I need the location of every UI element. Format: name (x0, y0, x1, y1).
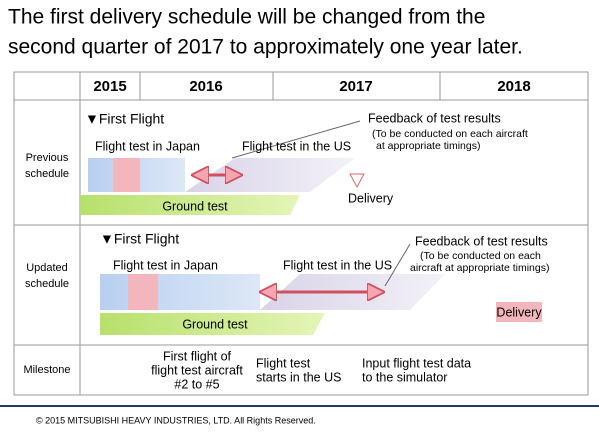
year: 2015 (93, 78, 126, 95)
year: 2016 (189, 78, 222, 95)
note: aircraft at appropriate timings) (410, 262, 549, 274)
leader (384, 243, 411, 287)
milestone: to the simulator (362, 370, 447, 384)
note: (To be conducted on each aircraft (372, 128, 528, 140)
milestone: starts in the US (256, 370, 341, 384)
label: Delivery (496, 305, 542, 319)
label: Feedback of test results (415, 234, 548, 248)
first-flight: ▼First Flight (100, 231, 179, 247)
ground-test-bar (100, 313, 325, 335)
label: Flight test in the US (283, 258, 392, 272)
milestone: flight test aircraft (151, 363, 243, 377)
note: (To be conducted on each (420, 250, 541, 262)
leader (231, 120, 361, 159)
label: Flight test in Japan (113, 258, 218, 272)
label: Feedback of test results (368, 111, 501, 125)
milestone: Flight test (256, 356, 311, 370)
label: Ground test (182, 317, 248, 331)
label: Ground test (162, 199, 228, 213)
label: Flight test in the US (242, 139, 351, 153)
row-label: schedule (25, 278, 69, 290)
copyright: © 2015 MITSUBISHI HEAVY INDUSTRIES, LTD.… (36, 415, 316, 425)
row-label: schedule (25, 168, 69, 180)
delivery-marker (349, 173, 365, 189)
pink-segment (128, 274, 158, 310)
milestone: #2 to #5 (174, 377, 219, 391)
milestone: Input flight test data (362, 356, 471, 370)
row-label: Previous (26, 152, 69, 164)
japan-test-bar (100, 274, 260, 310)
year: 2018 (497, 78, 530, 95)
milestone: First flight of (163, 349, 232, 363)
year: 2017 (339, 78, 372, 95)
title: second quarter of 2017 to approximately … (8, 36, 523, 59)
title: The first delivery schedule will be chan… (8, 6, 485, 29)
row-label: Updated (26, 262, 68, 274)
label: Flight test in Japan (95, 139, 200, 153)
delivery-box (496, 302, 542, 322)
ground-test-bar (80, 195, 300, 215)
pink-segment (113, 158, 140, 192)
first-flight: ▼First Flight (85, 111, 164, 127)
table-grid (13, 71, 589, 396)
row-label: Milestone (23, 364, 70, 376)
label: Delivery (348, 191, 394, 205)
note: at appropriate timings) (376, 140, 480, 152)
